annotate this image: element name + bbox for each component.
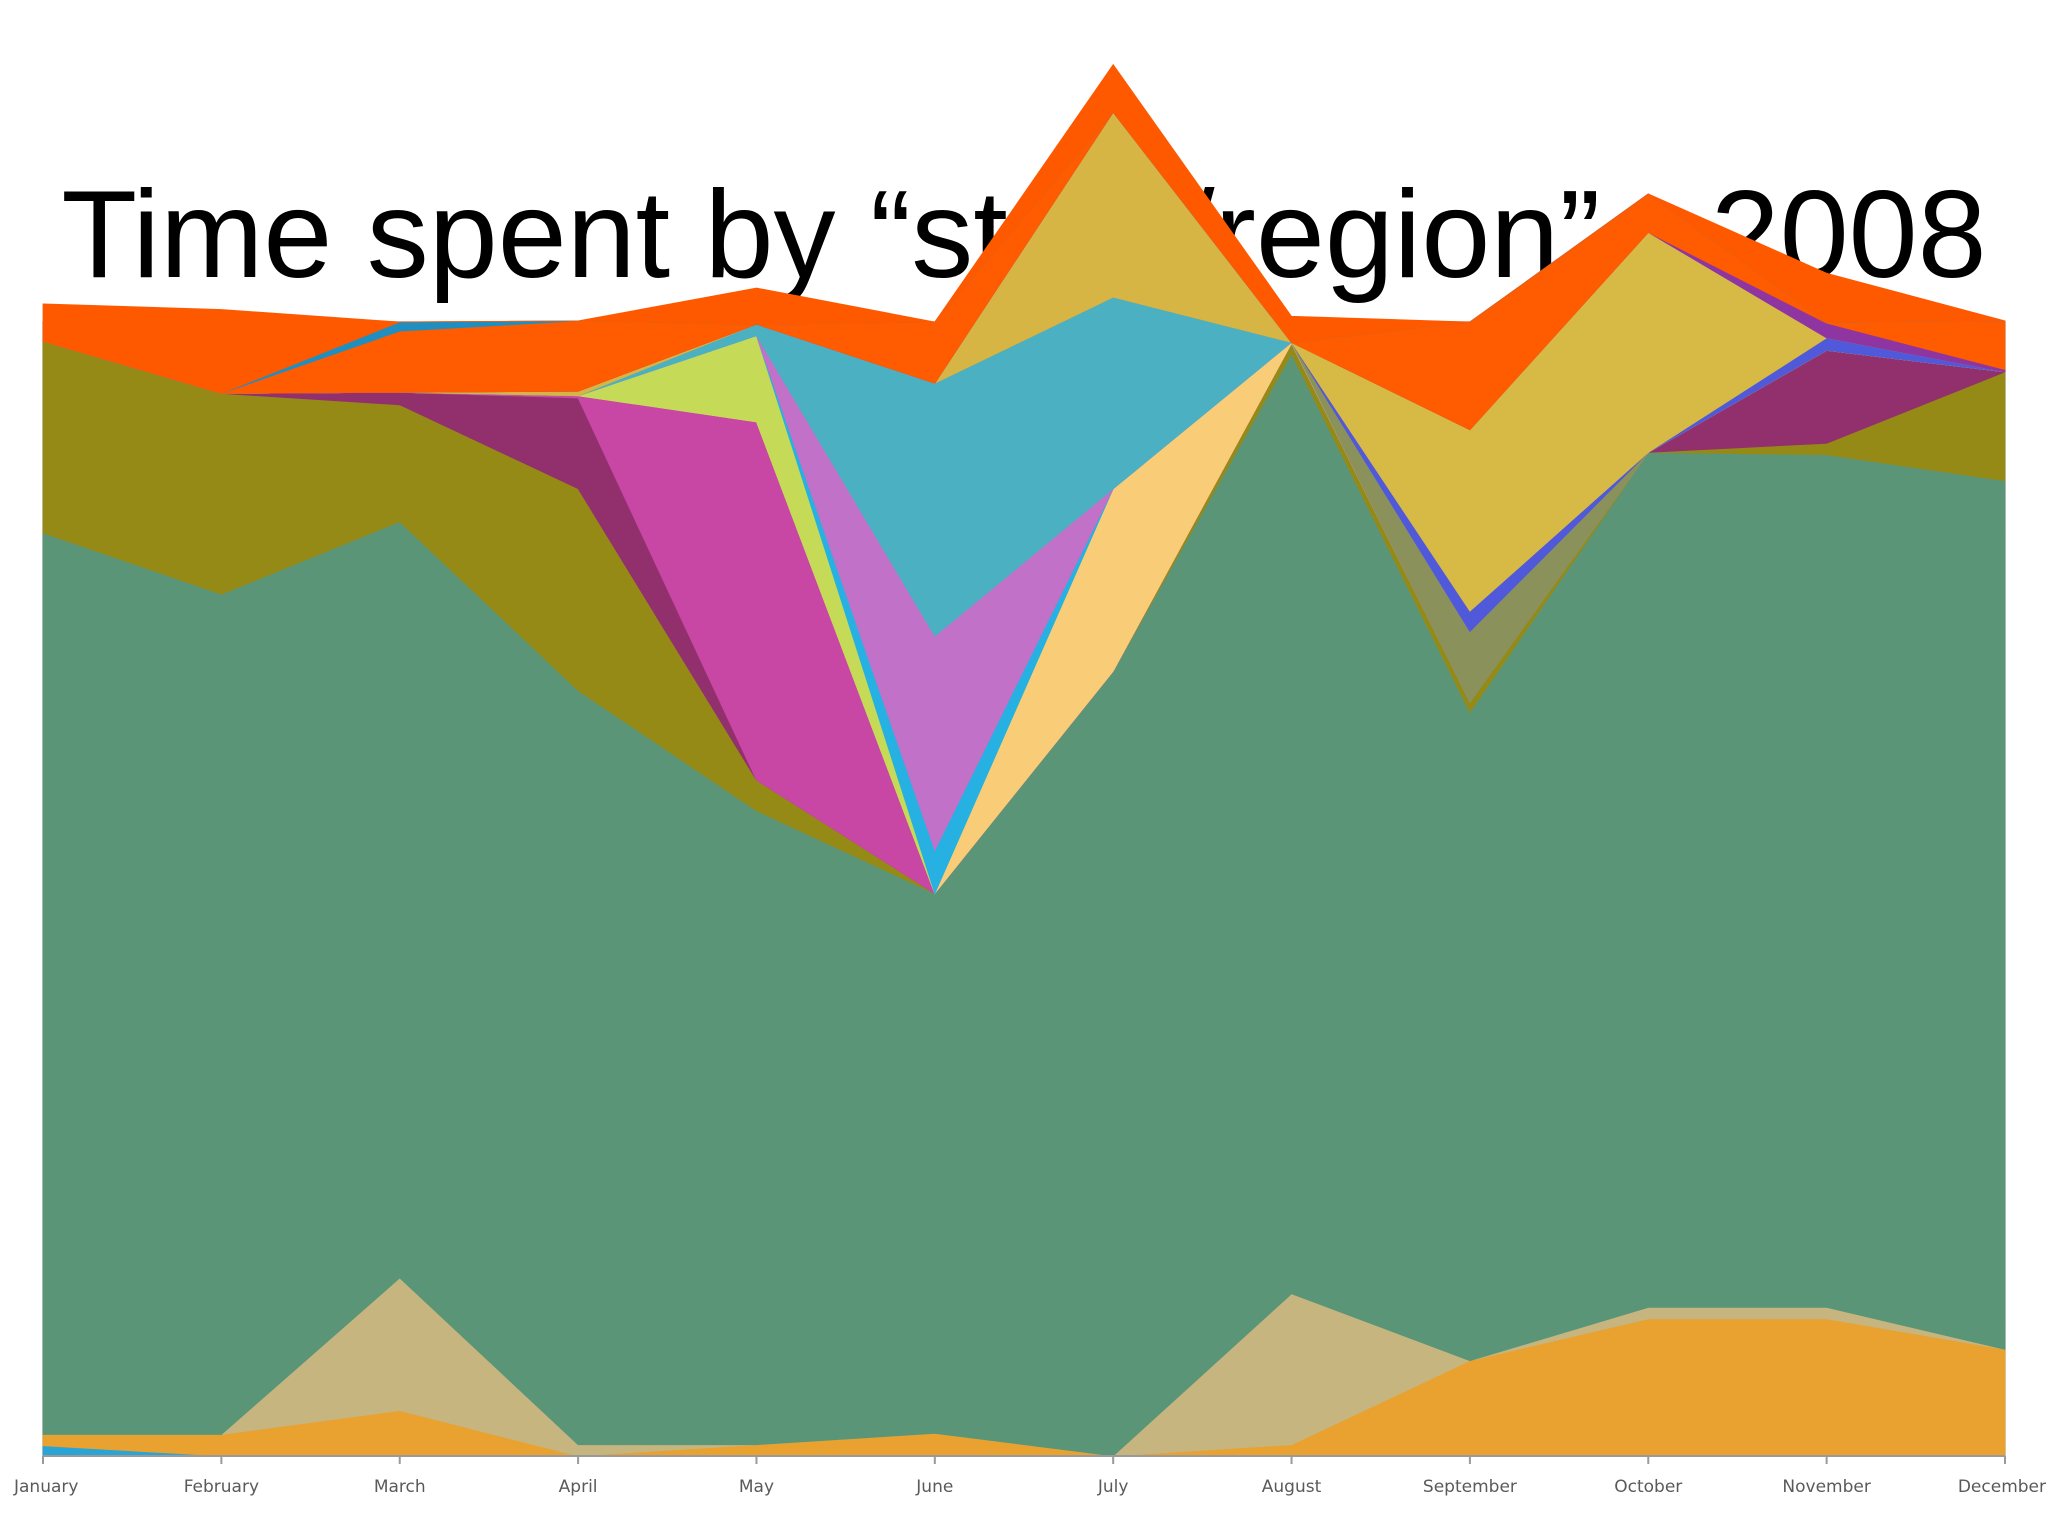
x-tick-label: July [1097, 1477, 1129, 1497]
x-tick-label: December [1958, 1477, 2046, 1497]
x-tick-label: February [184, 1477, 259, 1497]
x-tick-label: October [1614, 1477, 1682, 1497]
x-tick-label: January [13, 1477, 78, 1497]
x-tick-label: March [374, 1477, 426, 1497]
x-tick-label: June [915, 1477, 953, 1497]
x-tick-label: August [1262, 1477, 1322, 1497]
x-tick-label: April [559, 1477, 598, 1497]
x-axis-ticks: January February March April May June July Augu… [13, 1456, 2046, 1497]
x-tick-label: September [1423, 1477, 1517, 1497]
x-tick-label: November [1782, 1477, 1870, 1497]
area-series-20 [42, 63, 2006, 394]
x-tick-label: May [739, 1477, 774, 1497]
area-series-group [42, 63, 2006, 1457]
